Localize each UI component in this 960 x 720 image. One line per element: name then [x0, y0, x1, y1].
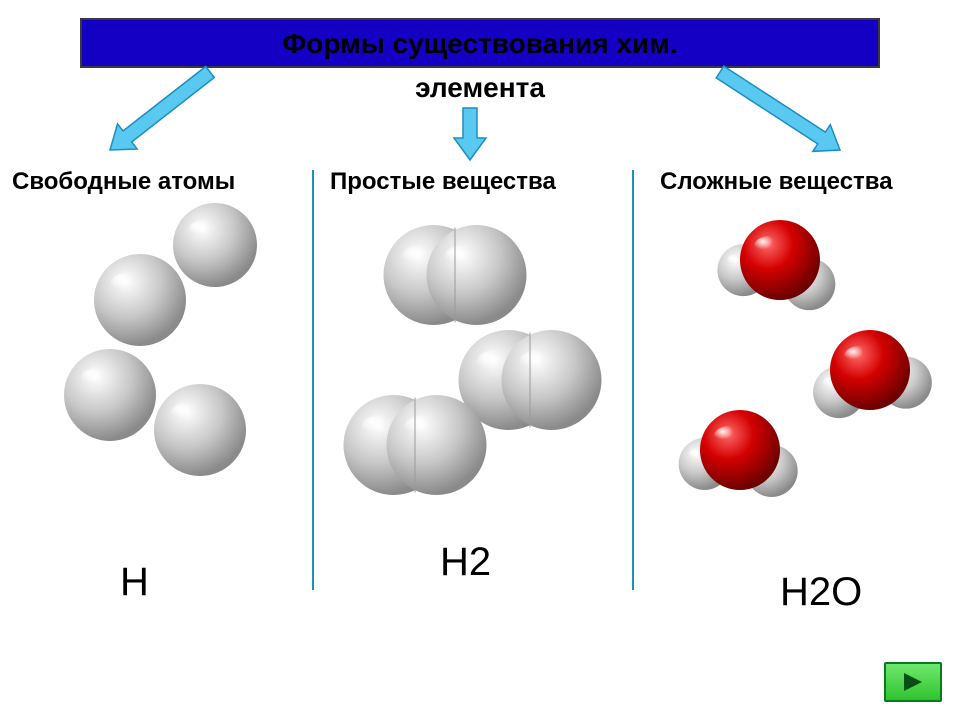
formula-h2: H2	[440, 540, 491, 585]
arrow-left	[86, 48, 234, 174]
title-line-1: Формы существования хим.	[180, 28, 780, 60]
column-heading-compound: Сложные вещества	[660, 168, 893, 196]
scene-free-atoms	[0, 200, 312, 600]
formula-h: H	[120, 560, 149, 605]
column-heading-simple: Простые вещества	[330, 168, 556, 196]
play-icon	[900, 671, 926, 693]
arrow-right	[696, 48, 864, 174]
column-heading-free-atoms: Свободные атомы	[12, 168, 235, 196]
next-button[interactable]	[884, 662, 942, 702]
scene-compound-substance	[632, 200, 960, 600]
formula-h2o: H2O	[780, 570, 862, 615]
